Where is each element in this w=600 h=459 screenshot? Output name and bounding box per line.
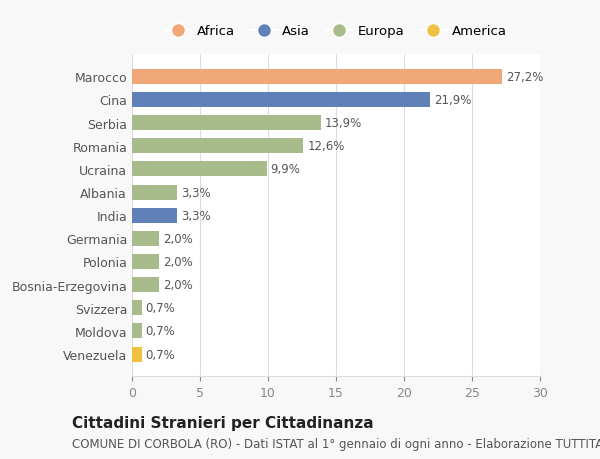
- Text: Cittadini Stranieri per Cittadinanza: Cittadini Stranieri per Cittadinanza: [72, 415, 374, 430]
- Bar: [132, 324, 142, 339]
- Bar: [132, 347, 142, 362]
- Text: 12,6%: 12,6%: [307, 140, 345, 153]
- Text: 0,7%: 0,7%: [146, 302, 175, 314]
- Text: 2,0%: 2,0%: [163, 255, 193, 269]
- Bar: [132, 208, 177, 223]
- Bar: [132, 185, 177, 200]
- Bar: [132, 254, 159, 269]
- Legend: Africa, Asia, Europa, America: Africa, Asia, Europa, America: [160, 20, 512, 44]
- Bar: [132, 278, 159, 292]
- Bar: [132, 116, 321, 131]
- Bar: [132, 301, 142, 316]
- Bar: [132, 139, 304, 154]
- Text: COMUNE DI CORBOLA (RO) - Dati ISTAT al 1° gennaio di ogni anno - Elaborazione TU: COMUNE DI CORBOLA (RO) - Dati ISTAT al 1…: [72, 437, 600, 451]
- Text: 2,0%: 2,0%: [163, 279, 193, 291]
- Text: 9,9%: 9,9%: [271, 163, 301, 176]
- Text: 2,0%: 2,0%: [163, 232, 193, 245]
- Text: 3,3%: 3,3%: [181, 209, 211, 222]
- Bar: [132, 162, 266, 177]
- Text: 21,9%: 21,9%: [434, 94, 471, 107]
- Text: 3,3%: 3,3%: [181, 186, 211, 199]
- Bar: [132, 70, 502, 85]
- Bar: [132, 231, 159, 246]
- Bar: [132, 93, 430, 108]
- Text: 27,2%: 27,2%: [506, 71, 544, 84]
- Text: 0,7%: 0,7%: [146, 325, 175, 338]
- Text: 13,9%: 13,9%: [325, 117, 362, 130]
- Text: 0,7%: 0,7%: [146, 348, 175, 361]
